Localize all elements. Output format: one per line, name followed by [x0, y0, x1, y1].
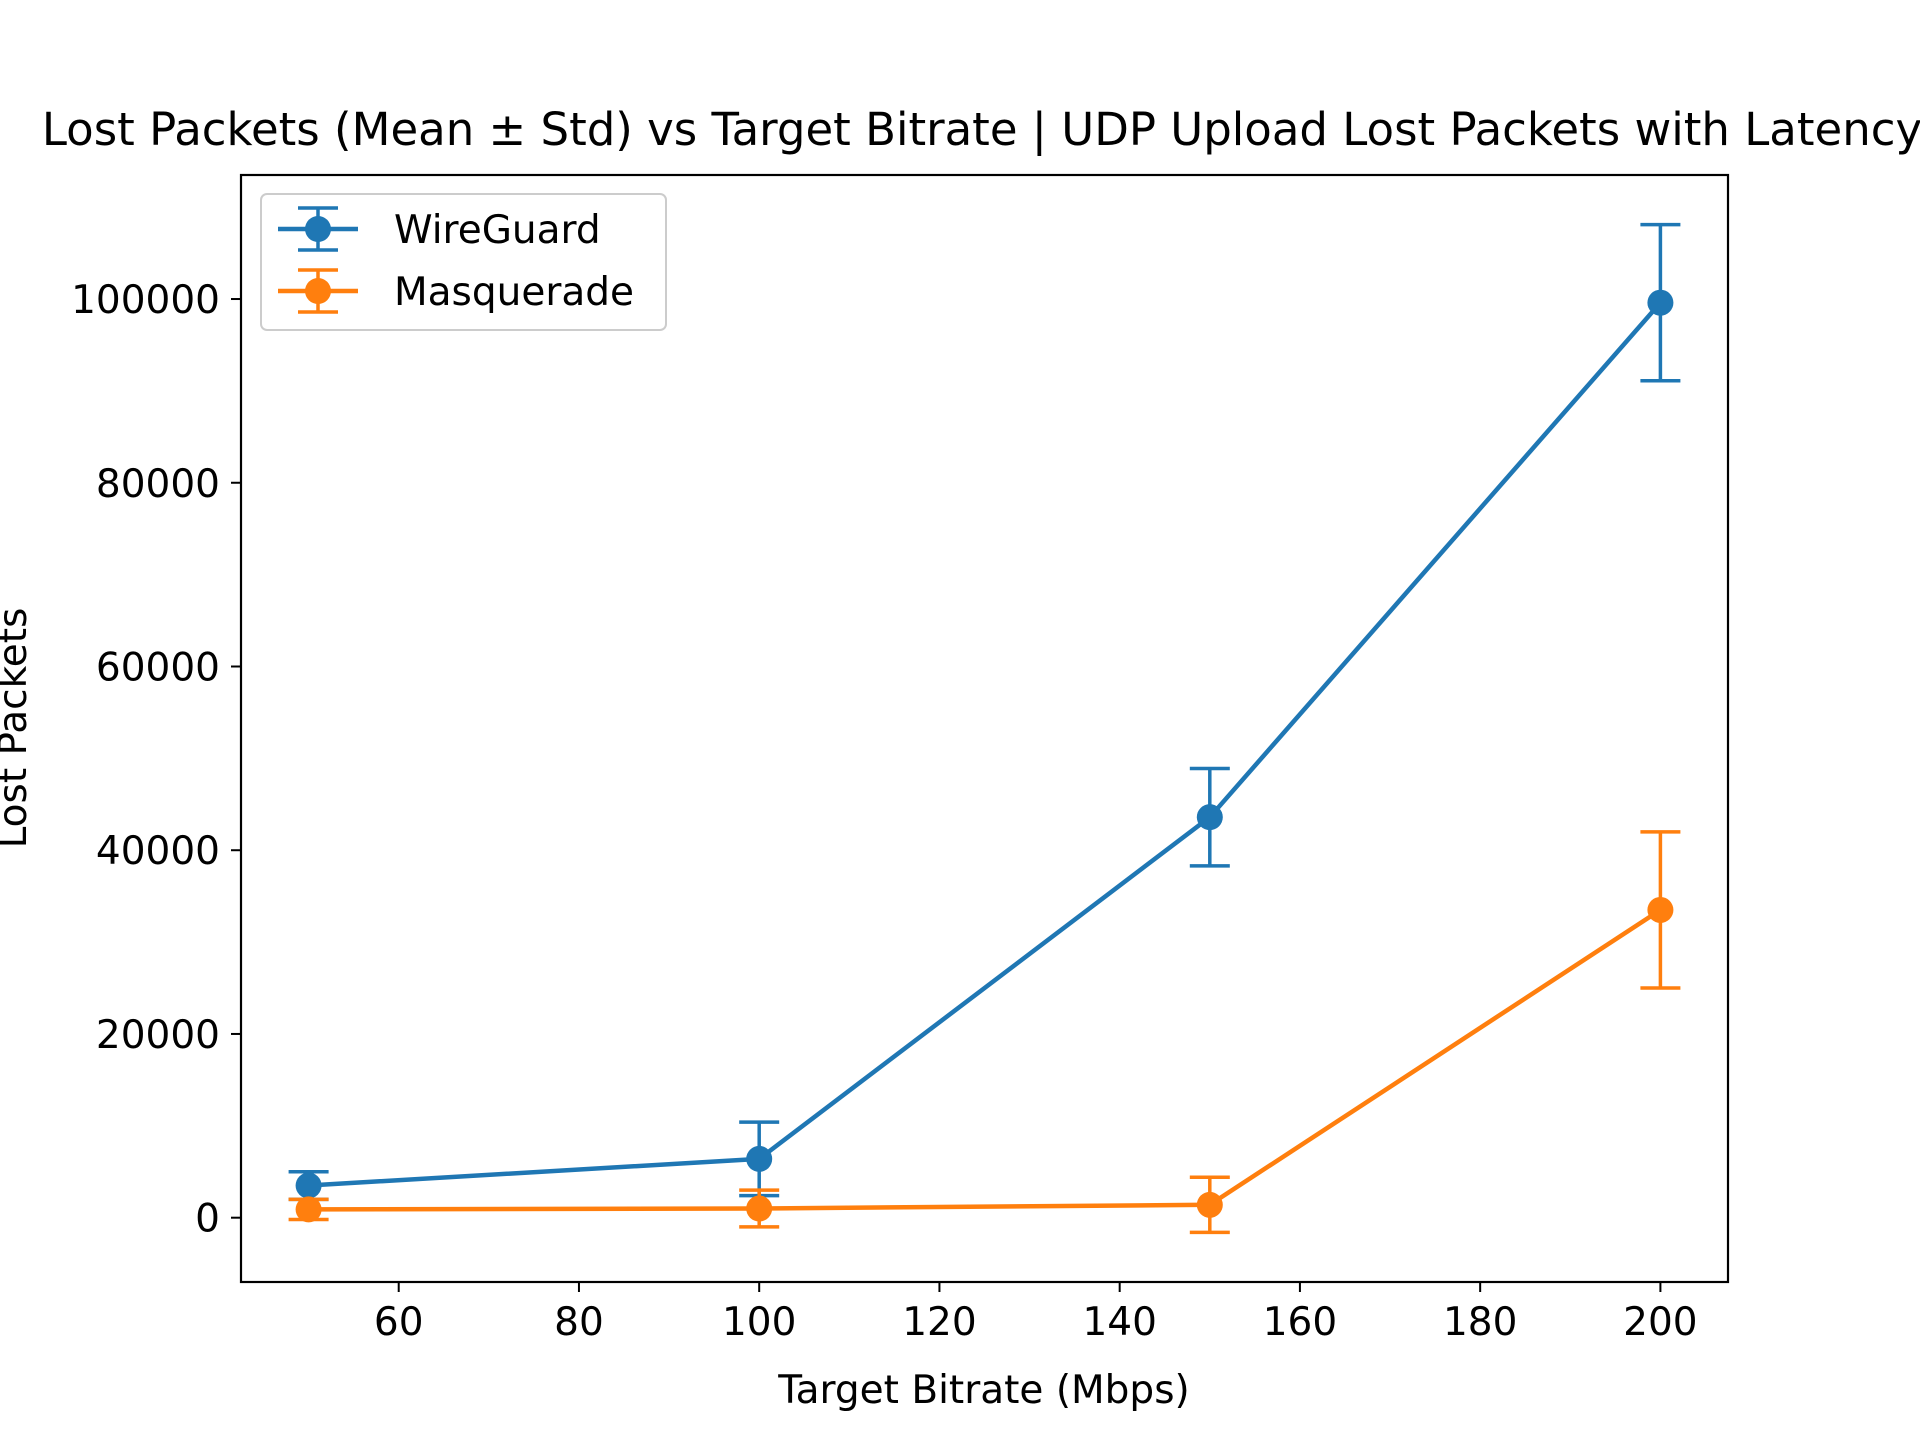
y-tick-label: 60000 — [96, 645, 220, 690]
x-tick-label: 160 — [1263, 1300, 1337, 1345]
legend: WireGuard Masquerade — [260, 193, 667, 331]
series-line — [308, 908, 1662, 1212]
x-tick-label: 60 — [374, 1300, 424, 1345]
x-tick-label: 120 — [902, 1300, 976, 1345]
data-point — [746, 1145, 773, 1172]
x-tick-label: 80 — [554, 1300, 604, 1345]
series-masquerade — [288, 830, 1681, 1235]
legend-item-masquerade: Masquerade — [278, 268, 634, 315]
y-tick-label: 40000 — [96, 829, 220, 874]
legend-marker — [305, 278, 331, 304]
series-line — [308, 301, 1663, 1188]
x-tick-label: 140 — [1082, 1300, 1156, 1345]
y-axis-label: Lost Packets — [0, 608, 36, 849]
data-point — [1647, 896, 1674, 923]
chart-title: Lost Packets (Mean ± Std) vs Target Bitr… — [42, 103, 1920, 156]
data-point — [1647, 289, 1674, 316]
x-axis-label: Target Bitrate (Mbps) — [777, 1368, 1189, 1413]
x-tick-label: 100 — [722, 1300, 796, 1345]
y-tick-label: 20000 — [96, 1013, 220, 1058]
data-point — [1196, 804, 1223, 831]
y-tick-label: 100000 — [71, 278, 220, 323]
x-tick-label: 200 — [1623, 1300, 1697, 1345]
data-point — [746, 1195, 773, 1222]
legend-label: Masquerade — [394, 270, 634, 315]
plot-area — [239, 173, 1730, 1284]
data-point — [295, 1172, 322, 1199]
x-axis-ticks: 60 80 100 120 140 160 180 200 — [374, 1282, 1698, 1345]
data-point — [1196, 1191, 1223, 1218]
legend-item-wireguard: WireGuard — [278, 206, 601, 253]
legend-marker — [305, 216, 331, 242]
series-layer — [288, 222, 1681, 1235]
legend-label: WireGuard — [394, 208, 601, 253]
y-axis-ticks: 0 20000 40000 60000 80000 100000 — [71, 278, 241, 1242]
x-tick-label: 180 — [1443, 1300, 1517, 1345]
data-point — [295, 1196, 322, 1223]
y-tick-label: 0 — [195, 1197, 220, 1242]
y-tick-label: 80000 — [96, 462, 220, 507]
legend-frame — [260, 193, 667, 331]
